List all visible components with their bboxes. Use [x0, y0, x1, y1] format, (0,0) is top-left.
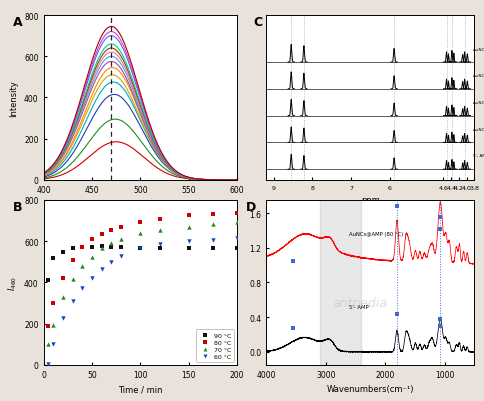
- 70 °C: [45, 341, 52, 348]
- 90 °C: [185, 245, 193, 251]
- 80 °C: [107, 227, 115, 233]
- 60 °C: [49, 341, 57, 348]
- 60 °C: [185, 238, 193, 245]
- 70 °C: [98, 245, 106, 252]
- Text: AuNCs@AMP (90 °C): AuNCs@AMP (90 °C): [473, 47, 484, 51]
- Text: 5'- AMP: 5'- AMP: [473, 154, 484, 158]
- 60 °C: [209, 237, 217, 243]
- 90 °C: [88, 244, 96, 251]
- 90 °C: [209, 245, 217, 252]
- 60 °C: [78, 285, 86, 291]
- X-axis label: Wavenumbers(cm⁻¹): Wavenumbers(cm⁻¹): [327, 384, 414, 393]
- 60 °C: [45, 360, 52, 367]
- Y-axis label: $I_{460}$: $I_{460}$: [6, 275, 18, 290]
- Y-axis label: Intensity: Intensity: [10, 80, 18, 117]
- Text: A: A: [13, 16, 22, 29]
- 80 °C: [117, 224, 125, 231]
- 80 °C: [209, 212, 217, 218]
- Bar: [320, 200, 362, 365]
- 70 °C: [136, 230, 144, 237]
- 60 °C: [69, 298, 76, 304]
- 70 °C: [107, 241, 115, 247]
- Text: AuNCs@AMP (80 °C): AuNCs@AMP (80 °C): [473, 73, 484, 77]
- 80 °C: [136, 219, 144, 225]
- 70 °C: [156, 227, 164, 233]
- Text: antpedia: antpedia: [333, 296, 387, 309]
- 90 °C: [78, 245, 86, 251]
- 90 °C: [107, 244, 115, 250]
- 70 °C: [185, 224, 193, 231]
- 90 °C: [98, 243, 106, 250]
- 70 °C: [78, 263, 86, 269]
- 70 °C: [59, 294, 67, 300]
- 90 °C: [156, 245, 164, 252]
- 70 °C: [49, 322, 57, 328]
- 90 °C: [45, 277, 52, 284]
- X-axis label: Time / min: Time / min: [118, 384, 163, 393]
- 60 °C: [107, 259, 115, 265]
- Text: 5'- AMP: 5'- AMP: [349, 305, 369, 310]
- 80 °C: [185, 213, 193, 219]
- 90 °C: [136, 245, 144, 251]
- 80 °C: [88, 236, 96, 243]
- Text: H5’: H5’: [460, 208, 469, 213]
- 80 °C: [69, 257, 76, 263]
- 90 °C: [117, 245, 125, 251]
- 90 °C: [49, 255, 57, 261]
- 80 °C: [98, 231, 106, 238]
- Text: AuNCs@AMP (60 °C): AuNCs@AMP (60 °C): [473, 127, 484, 131]
- 70 °C: [209, 221, 217, 227]
- Text: B: B: [13, 200, 22, 213]
- Text: H2H8: H2H8: [286, 208, 301, 213]
- 70 °C: [69, 276, 76, 283]
- Text: H3’: H3’: [442, 208, 451, 213]
- 90 °C: [233, 245, 241, 252]
- Text: AuNCs@AMP (80 °C): AuNCs@AMP (80 °C): [349, 231, 404, 236]
- 60 °C: [59, 316, 67, 322]
- 80 °C: [59, 275, 67, 282]
- Legend: 90 °C, 80 °C, 70 °C, 60 °C: 90 °C, 80 °C, 70 °C, 60 °C: [196, 330, 234, 362]
- 70 °C: [233, 219, 241, 225]
- Text: C: C: [254, 16, 263, 29]
- Text: AuNCs@AMP (70 °C): AuNCs@AMP (70 °C): [473, 100, 484, 104]
- 70 °C: [117, 236, 125, 243]
- Text: D: D: [245, 200, 256, 213]
- 70 °C: [88, 254, 96, 260]
- X-axis label: Wavelength / nm: Wavelength / nm: [105, 200, 176, 209]
- 80 °C: [45, 323, 52, 329]
- 90 °C: [59, 249, 67, 255]
- 60 °C: [98, 266, 106, 273]
- 60 °C: [136, 245, 144, 252]
- Text: H4’: H4’: [447, 208, 456, 213]
- Text: H1’: H1’: [391, 208, 400, 213]
- X-axis label: ppm: ppm: [361, 196, 379, 205]
- 80 °C: [156, 216, 164, 222]
- 80 °C: [78, 245, 86, 251]
- 90 °C: [69, 245, 76, 252]
- 60 °C: [233, 235, 241, 242]
- 80 °C: [49, 300, 57, 306]
- Text: //: //: [354, 200, 359, 209]
- 60 °C: [88, 275, 96, 282]
- 60 °C: [117, 253, 125, 259]
- 60 °C: [156, 241, 164, 248]
- 80 °C: [233, 211, 241, 217]
